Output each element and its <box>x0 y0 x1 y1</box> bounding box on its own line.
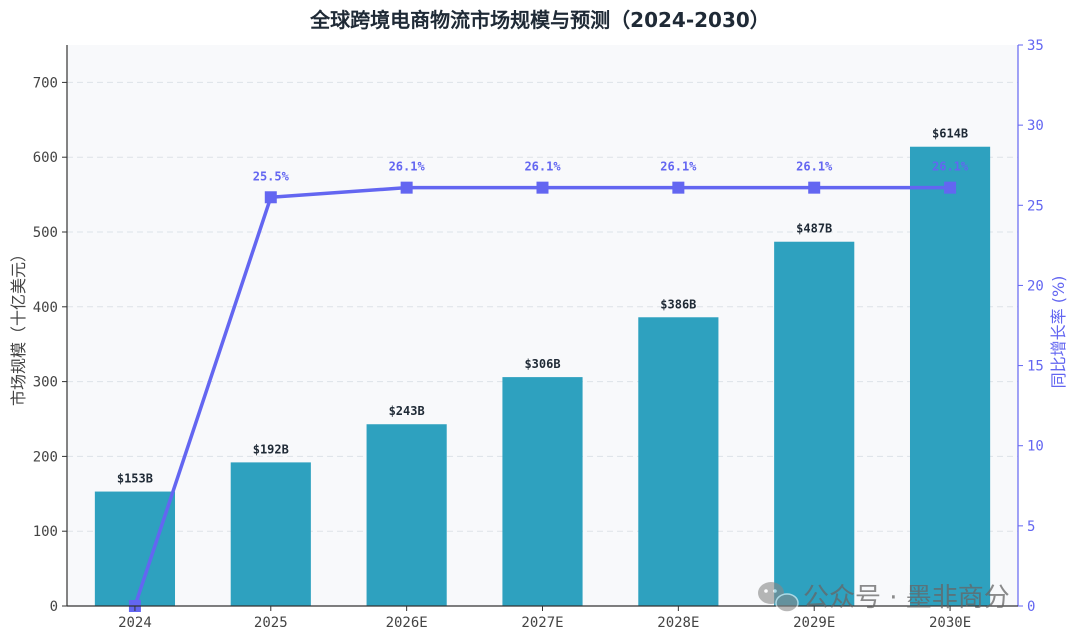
bar-value-label: $192B <box>253 442 289 456</box>
x-tick-label: 2027E <box>521 615 563 631</box>
left-tick-label: 600 <box>33 150 58 166</box>
right-tick-label: 35 <box>1027 38 1044 54</box>
growth-point <box>808 181 821 194</box>
right-tick-label: 0 <box>1027 599 1035 615</box>
growth-point <box>400 181 413 194</box>
left-tick-label: 100 <box>33 524 58 540</box>
bar <box>366 424 447 606</box>
right-axis-ticks: 0 5 10 15 20 25 30 35 <box>1018 38 1044 615</box>
growth-value-label: 25.5% <box>253 169 290 183</box>
wechat-icon <box>758 582 799 613</box>
x-tick-label: 2025 <box>254 615 288 631</box>
growth-value-label: 26.1% <box>524 160 561 174</box>
growth-point <box>264 191 277 204</box>
x-tick-label: 2026E <box>386 615 428 631</box>
x-axis-ticks: 2024 2025 2026E 2027E 2028E 2029E 2030E <box>118 606 971 631</box>
growth-point <box>672 181 685 194</box>
bar <box>638 317 719 606</box>
left-tick-label: 700 <box>33 75 58 91</box>
left-tick-label: 400 <box>33 300 58 316</box>
watermark: 公众号 · 墨非商分 <box>758 582 1010 613</box>
right-tick-label: 30 <box>1027 118 1044 134</box>
bar-value-label: $614B <box>932 127 968 141</box>
right-tick-label: 20 <box>1027 278 1044 294</box>
line-series <box>128 181 957 612</box>
right-tick-label: 15 <box>1027 359 1044 375</box>
left-axis-ticks: 0 100 200 300 400 500 600 700 <box>33 75 67 615</box>
growth-value-label: 26.1% <box>796 160 833 174</box>
x-tick-label: 2024 <box>118 615 152 631</box>
bar-value-label: $386B <box>660 297 696 311</box>
bar-value-label: $153B <box>117 472 153 486</box>
right-tick-label: 5 <box>1027 519 1035 535</box>
x-tick-label: 2030E <box>929 615 971 631</box>
growth-point <box>944 181 957 194</box>
chart-title: 全球跨境电商物流市场规模与预测（2024-2030） <box>309 8 770 32</box>
bar <box>94 491 176 606</box>
bar <box>909 146 991 606</box>
left-tick-label: 0 <box>50 599 58 615</box>
bar-value-labels: $153B $192B $243B $306B $386B $487B $614B <box>117 127 968 486</box>
left-tick-label: 500 <box>33 225 58 241</box>
left-tick-label: 300 <box>33 375 58 391</box>
bar-value-label: $243B <box>389 404 425 418</box>
bar <box>502 377 583 606</box>
line-value-labels: 25.5% 26.1% 26.1% 26.1% 26.1% 26.1% <box>253 160 969 184</box>
right-axis-label: 同比增长率 (%) <box>1049 276 1068 389</box>
bar <box>230 462 311 606</box>
growth-value-label: 26.1% <box>389 160 426 174</box>
bar-series <box>94 146 991 606</box>
left-axis-label: 市场规模（十亿美元） <box>9 246 28 406</box>
x-tick-label: 2029E <box>793 615 835 631</box>
growth-value-label: 26.1% <box>660 160 697 174</box>
bar <box>774 241 855 606</box>
x-tick-label: 2028E <box>657 615 699 631</box>
watermark-text: 公众号 · 墨非商分 <box>803 583 1010 613</box>
growth-point <box>536 181 549 194</box>
left-tick-label: 200 <box>33 449 58 465</box>
growth-value-label: 26.1% <box>932 160 969 174</box>
right-tick-label: 25 <box>1027 198 1044 214</box>
bar-value-label: $487B <box>796 222 832 236</box>
right-tick-label: 10 <box>1027 439 1044 455</box>
bar-value-label: $306B <box>524 357 560 371</box>
